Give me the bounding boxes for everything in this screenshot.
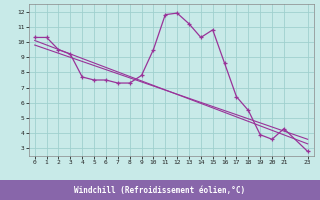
X-axis label: Windchill (Refroidissement éolien,°C): Windchill (Refroidissement éolien,°C) [0, 199, 1, 200]
Text: Windchill (Refroidissement éolien,°C): Windchill (Refroidissement éolien,°C) [75, 186, 245, 196]
